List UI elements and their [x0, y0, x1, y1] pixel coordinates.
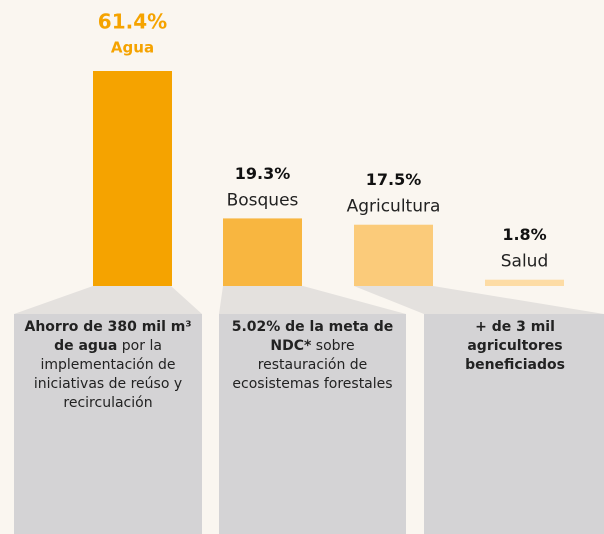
category-label: Salud: [501, 252, 549, 272]
card-bold: Ahorro de 380 mil m³ de agua: [24, 319, 192, 354]
card-text: por la implementación de iniciativas de …: [33, 338, 183, 411]
bar: [93, 71, 172, 286]
card-bold: 5.02% de la meta de NDC*: [231, 319, 394, 354]
card: Ahorro de 380 mil m³ de agua por la imple…: [22, 318, 194, 413]
value-label: 17.5%: [366, 170, 422, 189]
card-bold: + de 3 mil agricultores beneficiados: [465, 319, 565, 373]
bar: [354, 224, 433, 286]
connector: [14, 286, 202, 314]
value-label: 19.3%: [235, 164, 291, 183]
category-label: Agricultura: [347, 197, 441, 217]
bar: [485, 279, 564, 286]
card: + de 3 mil agricultores beneficiados: [450, 318, 580, 375]
category-label: Bosques: [227, 190, 299, 210]
connector: [354, 286, 604, 314]
card-box: [14, 314, 202, 534]
value-label: 61.4%: [98, 10, 167, 34]
card-box: [424, 314, 604, 534]
card-text: sobre restauración de ecosistemas forest…: [232, 338, 393, 392]
card: 5.02% de la meta de NDC* sobre restauraci…: [226, 318, 399, 394]
card-box: [219, 314, 406, 534]
bar: [223, 218, 302, 286]
value-label: 1.8%: [502, 225, 546, 244]
connector: [219, 286, 406, 314]
category-label: Agua: [111, 39, 154, 57]
